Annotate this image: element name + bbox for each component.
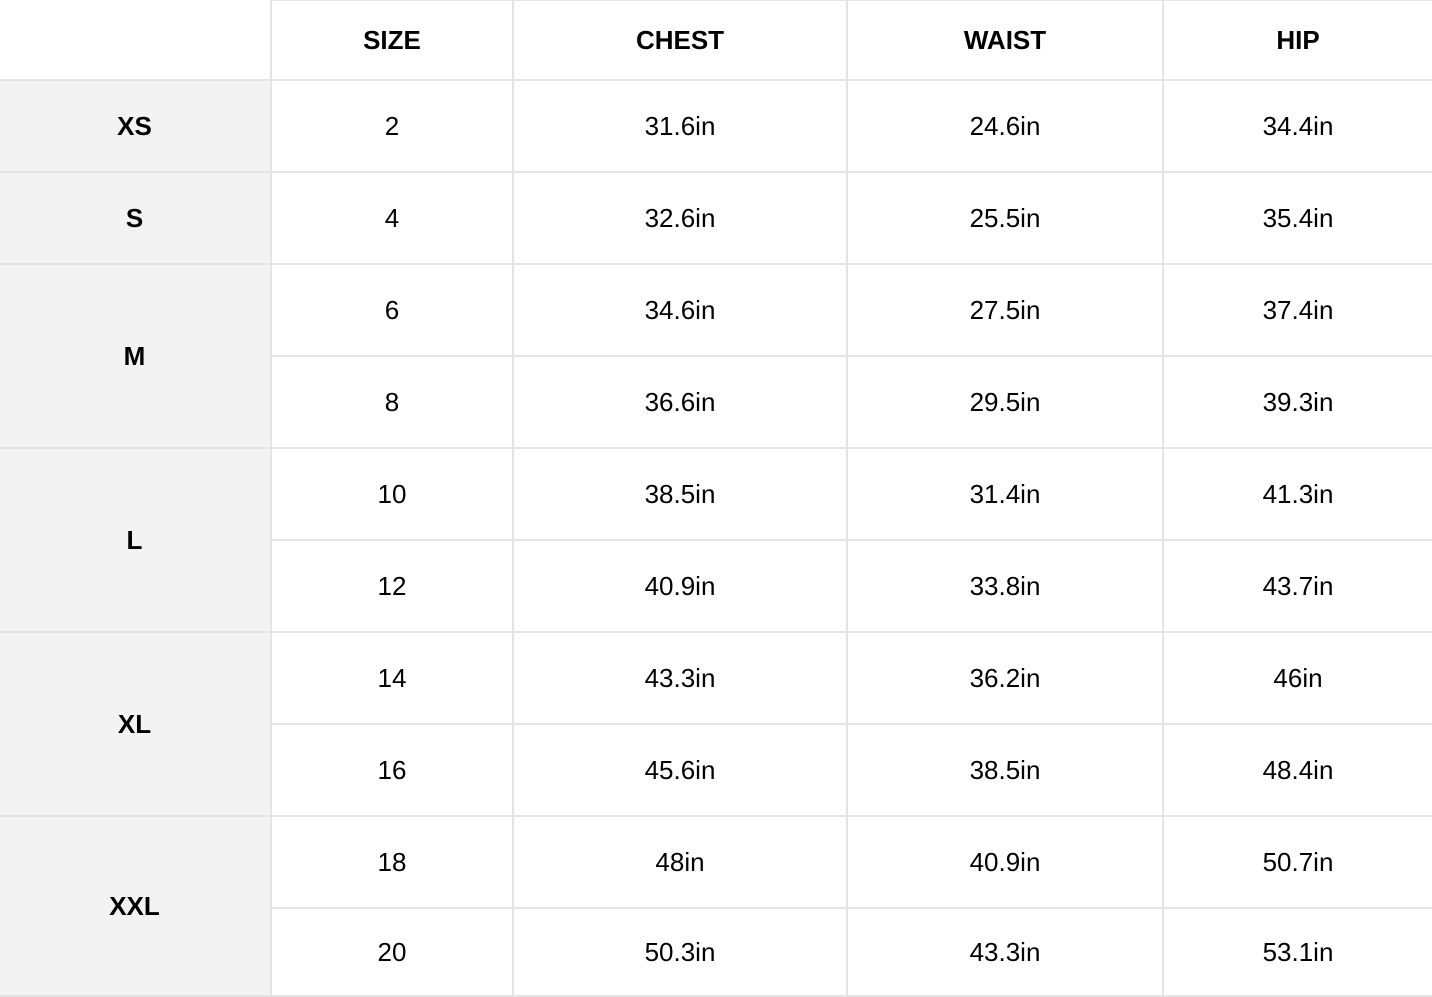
size-label-cell: XL [0,631,272,817]
table-row: 16 45.6in 38.5in 48.4in [0,723,1432,817]
size-cell: 10 [270,447,514,541]
chest-cell: 34.6in [512,263,848,357]
size-label-cell: S [0,171,272,265]
waist-cell: 27.5in [846,263,1164,357]
table-row: 8 36.6in 29.5in 39.3in [0,355,1432,449]
header-size: SIZE [270,0,514,81]
hip-cell: 50.7in [1162,815,1432,909]
hip-cell: 41.3in [1162,447,1432,541]
table-body: XS 2 31.6in 24.6in 34.4in S 4 32.6in 25.5in 35.4i… [0,79,1432,997]
waist-cell: 25.5in [846,171,1164,265]
chest-cell: 45.6in [512,723,848,817]
size-cell: 20 [270,907,514,997]
hip-cell: 35.4in [1162,171,1432,265]
hip-cell: 43.7in [1162,539,1432,633]
size-cell: 14 [270,631,514,725]
table-row: M 6 34.6in 27.5in 37.4in [0,263,1432,449]
chest-cell: 40.9in [512,539,848,633]
hip-cell: 53.1in [1162,907,1432,997]
chest-cell: 36.6in [512,355,848,449]
waist-cell: 24.6in [846,79,1164,173]
size-cell: 4 [270,171,514,265]
hip-cell: 48.4in [1162,723,1432,817]
waist-cell: 40.9in [846,815,1164,909]
header-row: SIZE CHEST WAIST HIP [0,0,1432,81]
chest-cell: 31.6in [512,79,848,173]
table-row: XL 14 43.3in 36.2in 46in [0,631,1432,817]
table-row: XXL 18 48in 40.9in 50.7in [0,815,1432,997]
waist-cell: 31.4in [846,447,1164,541]
size-label-cell: XS [0,79,272,173]
waist-cell: 36.2in [846,631,1164,725]
header-chest: CHEST [512,0,848,81]
waist-cell: 29.5in [846,355,1164,449]
header-waist: WAIST [846,0,1164,81]
hip-cell: 39.3in [1162,355,1432,449]
header-hip: HIP [1162,0,1432,81]
size-label-cell: M [0,263,272,449]
header-blank [0,0,272,81]
chest-cell: 50.3in [512,907,848,997]
waist-cell: 33.8in [846,539,1164,633]
table-row: 12 40.9in 33.8in 43.7in [0,539,1432,633]
hip-cell: 34.4in [1162,79,1432,173]
size-cell: 6 [270,263,514,357]
table-row: S 4 32.6in 25.5in 35.4in [0,171,1432,265]
table-row: XS 2 31.6in 24.6in 34.4in [0,79,1432,173]
chest-cell: 48in [512,815,848,909]
waist-cell: 38.5in [846,723,1164,817]
size-cell: 2 [270,79,514,173]
size-cell: 16 [270,723,514,817]
waist-cell: 43.3in [846,907,1164,997]
size-cell: 18 [270,815,514,909]
size-label-cell: XXL [0,815,272,997]
chest-cell: 32.6in [512,171,848,265]
table-row: L 10 38.5in 31.4in 41.3in [0,447,1432,633]
hip-cell: 46in [1162,631,1432,725]
chest-cell: 38.5in [512,447,848,541]
size-label-cell: L [0,447,272,633]
hip-cell: 37.4in [1162,263,1432,357]
size-cell: 8 [270,355,514,449]
chest-cell: 43.3in [512,631,848,725]
size-cell: 12 [270,539,514,633]
